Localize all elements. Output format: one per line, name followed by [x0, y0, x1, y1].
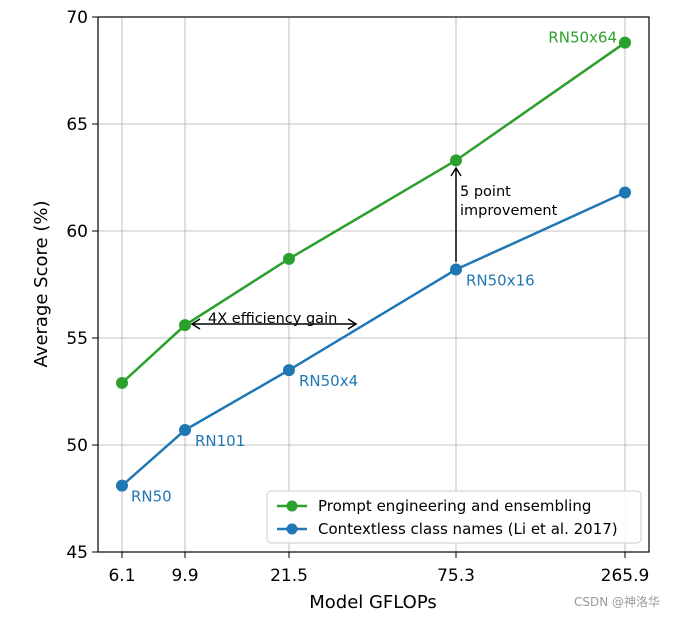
data-point-0-1: [179, 319, 191, 332]
y-tick-label-2: 55: [66, 329, 88, 349]
data-point-1-1: [179, 424, 191, 437]
data-point-0-2: [283, 252, 295, 265]
axis-ticks: 45 50 55 60 65 70 6.1 9.9 21.5 75.3 265.9: [66, 8, 649, 586]
improvement-text-line1: 5 point: [460, 184, 511, 200]
point-label-3: RN50x16: [466, 272, 535, 290]
data-point-1-0: [116, 479, 128, 492]
efficiency-annotation: 4X efficiency gain: [190, 311, 358, 330]
legend-swatch-marker-1: [286, 523, 298, 535]
x-tick-label-4: 265.9: [601, 566, 650, 586]
efficiency-annotation-text: 4X efficiency gain: [208, 311, 337, 327]
y-tick-label-5: 70: [66, 8, 88, 28]
legend-box: [266, 490, 642, 544]
x-axis-title: Model GFLOPs: [309, 592, 437, 613]
improvement-text-line2: improvement: [460, 203, 558, 219]
legend-label-0: Prompt engineering and ensembling: [318, 497, 591, 515]
point-label-1: RN101: [195, 432, 245, 450]
y-axis-title: Average Score (%): [31, 201, 52, 368]
legend: Prompt engineering and ensembling Contex…: [266, 490, 642, 544]
x-tick-label-1: 9.9: [171, 566, 198, 586]
point-label-4: RN50x64: [548, 29, 617, 47]
grid-lines: [98, 16, 649, 553]
x-tick-label-0: 6.1: [108, 566, 135, 586]
y-tick-label-0: 45: [66, 543, 88, 563]
y-tick-label-4: 65: [66, 115, 88, 135]
efficiency-arrow-left-head: [190, 318, 201, 330]
data-point-1-4: [619, 186, 631, 199]
legend-swatch-marker-0: [286, 500, 298, 512]
improvement-arrow-head: [450, 166, 462, 177]
y-tick-label-1: 50: [66, 436, 88, 456]
efficiency-arrow-right-head: [347, 318, 358, 330]
watermark-text: CSDN @神洛华: [574, 594, 660, 609]
data-point-1-3: [450, 263, 462, 276]
improvement-annotation: 5 point improvement: [450, 166, 558, 262]
data-point-0-3: [450, 154, 462, 167]
y-tick-label-3: 60: [66, 222, 88, 242]
data-point-1-2: [283, 364, 295, 377]
x-tick-label-2: 21.5: [270, 566, 308, 586]
plot-frame: [97, 16, 650, 553]
data-point-0-4: [619, 36, 631, 49]
point-labels: RN50 RN101 RN50x4 RN50x16 RN50x64: [131, 29, 617, 506]
series-group: [116, 36, 631, 492]
data-point-0-0: [116, 376, 128, 389]
x-tick-label-3: 75.3: [437, 566, 475, 586]
point-label-2: RN50x4: [299, 372, 358, 390]
point-label-0: RN50: [131, 488, 172, 506]
legend-label-1: Contextless class names (Li et al. 2017): [318, 520, 618, 538]
